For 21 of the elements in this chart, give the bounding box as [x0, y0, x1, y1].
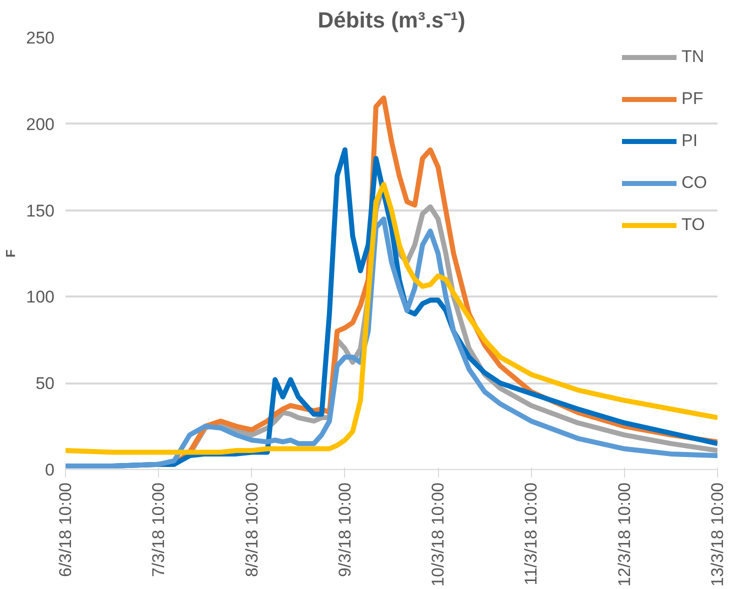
legend-label: CO — [682, 173, 707, 193]
x-tick-label: 6/3/18 10:00 — [56, 482, 75, 578]
x-tick-label: 8/3/18 10:00 — [242, 482, 262, 578]
x-tick-label: 7/3/18 10:00 — [149, 482, 168, 578]
y-tick-label: 250 — [26, 28, 55, 48]
y-tick-label: 150 — [26, 201, 55, 220]
y-tick-label: 50 — [36, 374, 55, 394]
legend-label: PF — [682, 89, 704, 109]
legend-label: TN — [682, 47, 704, 67]
y-tick-label: 200 — [26, 114, 55, 134]
chart-title: Débits (m³.s⁻¹) — [318, 8, 466, 32]
y-axis-title: F — [3, 249, 18, 258]
x-tick-label: 11/3/18 10:00 — [522, 482, 541, 586]
y-tick-label: 100 — [26, 288, 55, 307]
legend-label: TO — [682, 215, 705, 235]
x-tick-label: 12/3/18 10:00 — [614, 482, 634, 586]
y-tick-label: 0 — [45, 460, 55, 480]
legend-label: PI — [682, 131, 699, 151]
x-tick-label: 13/3/18 10:00 — [708, 482, 727, 586]
x-tick-label: 10/3/18 10:00 — [428, 482, 448, 586]
x-tick-label: 9/3/18 10:00 — [335, 482, 354, 578]
